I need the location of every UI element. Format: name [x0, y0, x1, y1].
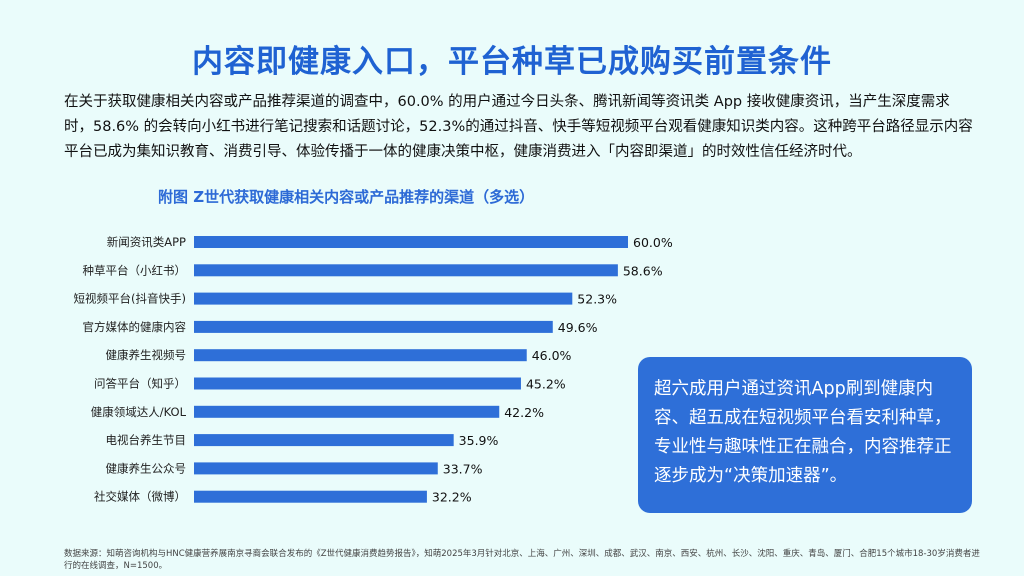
category-label: 健康养生公众号 — [106, 461, 187, 475]
bar — [194, 377, 521, 390]
category-label: 电视台养生节目 — [106, 433, 187, 447]
category-label: 种草平台（小红书） — [83, 263, 187, 277]
page-title: 内容即健康入口，平台种草已成购买前置条件 — [192, 44, 832, 80]
value-label: 46.0% — [532, 348, 572, 363]
category-label: 健康领域达人/KOL — [91, 405, 187, 419]
value-label: 45.2% — [526, 377, 566, 392]
bar — [194, 236, 628, 248]
category-label: 社交媒体（微博） — [94, 490, 186, 504]
category-label: 问答平台（知乎） — [94, 377, 186, 391]
bar — [194, 349, 527, 362]
bar — [194, 405, 500, 418]
value-label: 58.6% — [623, 263, 663, 278]
bar — [194, 434, 454, 447]
value-label: 52.3% — [577, 292, 617, 307]
callout-box: 超六成用户通过资讯App刷到健康内容、超五成在短视频平台看安利种草，专业性与趣味… — [638, 357, 972, 513]
category-label: 官方媒体的健康内容 — [83, 320, 187, 334]
intro-paragraph: 在关于获取健康相关内容或产品推荐渠道的调查中，60.0% 的用户通过今日头条、腾… — [64, 94, 973, 160]
value-label: 60.0% — [633, 235, 673, 250]
value-label: 49.6% — [558, 320, 598, 335]
chart-title: 附图 Z世代获取健康相关内容或产品推荐的渠道（多选） — [158, 188, 535, 206]
category-label: 健康养生视频号 — [106, 348, 187, 362]
bar — [194, 462, 438, 475]
value-label: 42.2% — [504, 405, 544, 420]
value-label: 32.2% — [432, 490, 472, 505]
category-label: 新闻资讯类APP — [107, 235, 186, 249]
value-label: 35.9% — [459, 433, 499, 448]
source-note: 数据来源：知萌咨询机构与HNC健康营养展南京寻裔会联合发布的《Z世代健康消费趋势… — [64, 549, 980, 571]
bar — [194, 490, 427, 503]
bar — [194, 320, 553, 333]
bar — [194, 264, 618, 277]
bar — [194, 292, 573, 305]
value-label: 33.7% — [443, 461, 483, 476]
category-label: 短视频平台(抖音快手) — [74, 292, 186, 306]
